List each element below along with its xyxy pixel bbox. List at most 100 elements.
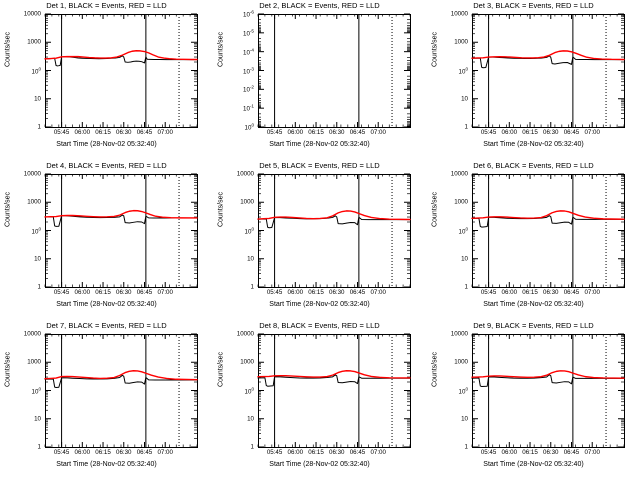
x-tick-label: 06:00 [501, 449, 518, 456]
plot-area [0, 160, 213, 320]
series-line-lld [471, 370, 625, 379]
y-tick-label: 1000 [27, 38, 41, 46]
x-tick-labels: 05:45 06:00 06:15 06:30 06:45 07:00 [427, 289, 640, 299]
x-tick-label: 06:30 [116, 289, 132, 296]
y-tick-label: 10 [461, 415, 468, 423]
plot-frame [258, 334, 411, 448]
y-tick-label: 10 [34, 415, 41, 423]
series-line-events [257, 374, 411, 387]
x-tick-label: 06:45 [563, 289, 580, 296]
plot-panel-det7: Det 7, BLACK = Events, RED = LLD Counts/s… [0, 320, 213, 480]
x-tick-label: 05:45 [480, 449, 497, 456]
x-tick-label: 05:45 [53, 449, 70, 456]
x-tick-label: 06:45 [136, 449, 153, 456]
x-tick-label: 06:00 [287, 289, 304, 296]
x-tick-label: 06:00 [74, 129, 91, 136]
x-axis-title: Start Time (28-Nov-02 05:32:40) [56, 141, 157, 148]
panel-title: Det 6, BLACK = Events, RED = LLD [473, 161, 594, 170]
y-tick-label: 1 [250, 283, 254, 291]
y-tick-label: 100 [31, 385, 41, 396]
x-tick-label: 06:15 [308, 449, 324, 456]
x-tick-labels: 05:45 06:00 06:15 06:30 06:45 07:00 [0, 289, 213, 299]
y-tick-label: 10 [34, 255, 41, 263]
y-tick-label: 10 [461, 255, 468, 263]
y-tick-label: 100 [458, 65, 468, 76]
x-tick-label: 05:45 [53, 129, 70, 136]
x-axis-title: Start Time (28-Nov-02 05:32:40) [269, 301, 370, 308]
series-line-lld [257, 370, 411, 379]
x-tick-label: 05:45 [480, 129, 497, 136]
series-line-lld [257, 210, 411, 221]
y-tick-label: 1 [464, 283, 468, 291]
series-line-lld [44, 370, 198, 381]
x-tick-label: 06:45 [136, 129, 153, 136]
plot-area [213, 0, 426, 160]
y-tick-labels: 10000 1000 100 10 1 [427, 160, 471, 320]
y-tick-label: 10000 [23, 330, 41, 338]
x-tick-label: 07:00 [157, 289, 173, 296]
plot-area [213, 320, 426, 480]
x-tick-label: 06:45 [349, 289, 366, 296]
y-tick-label: 10-5 [243, 28, 254, 38]
panel-title: Det 8, BLACK = Events, RED = LLD [259, 321, 380, 330]
y-tick-label: 10 [461, 95, 468, 103]
y-tick-label: 100 [244, 385, 254, 396]
x-tick-label: 06:15 [522, 289, 538, 296]
y-tick-label: 10000 [23, 170, 41, 178]
y-tick-label: 1000 [454, 38, 468, 46]
y-tick-label: 1 [250, 443, 254, 451]
y-tick-label: 10000 [236, 330, 254, 338]
x-tick-label: 06:00 [74, 449, 91, 456]
x-tick-label: 06:30 [329, 129, 345, 136]
x-tick-label: 06:00 [287, 129, 304, 136]
panel-title: Det 9, BLACK = Events, RED = LLD [473, 321, 594, 330]
x-tick-label: 07:00 [584, 449, 600, 456]
series-line-events [44, 214, 198, 227]
y-tick-label: 10-3 [243, 65, 254, 76]
y-tick-label: 1 [37, 443, 41, 451]
y-tick-label: 1 [37, 123, 41, 131]
plot-area [0, 320, 213, 480]
x-tick-label: 06:00 [74, 289, 91, 296]
x-tick-label: 05:45 [480, 289, 497, 296]
y-tick-label: 1000 [27, 198, 41, 206]
plot-panel-det2: Det 2, BLACK = Events, RED = LLD Counts/s… [213, 0, 426, 160]
x-tick-label: 06:45 [349, 449, 366, 456]
y-tick-label: 1000 [240, 198, 254, 206]
x-axis-title: Start Time (28-Nov-02 05:32:40) [56, 461, 157, 468]
series-line-events [44, 374, 198, 388]
y-tick-label: 1000 [454, 198, 468, 206]
y-tick-label: 100 [458, 385, 468, 396]
panel-title: Det 7, BLACK = Events, RED = LLD [46, 321, 167, 330]
x-tick-label: 06:15 [522, 449, 538, 456]
x-tick-label: 07:00 [584, 129, 600, 136]
x-tick-labels: 05:45 06:00 06:15 06:30 06:45 07:00 [213, 129, 426, 139]
plot-panel-det5: Det 5, BLACK = Events, RED = LLD Counts/s… [213, 160, 426, 320]
plot-area [427, 320, 640, 480]
x-tick-label: 06:15 [308, 129, 324, 136]
panel-title: Det 3, BLACK = Events, RED = LLD [473, 1, 594, 10]
y-tick-labels: 10000 1000 100 10 1 [427, 0, 471, 160]
y-tick-label: 10000 [450, 330, 468, 338]
x-tick-label: 06:00 [287, 449, 304, 456]
x-tick-label: 05:45 [266, 289, 283, 296]
series-line-events [257, 215, 411, 229]
y-tick-label: 10 [247, 415, 254, 423]
x-tick-label: 06:45 [563, 129, 580, 136]
plot-panel-det6: Det 6, BLACK = Events, RED = LLD Counts/s… [427, 160, 640, 320]
series-line-lld [471, 50, 625, 61]
x-tick-label: 06:30 [543, 289, 559, 296]
plot-panel-det4: Det 4, BLACK = Events, RED = LLD Counts/s… [0, 160, 213, 320]
series-line-events [471, 55, 625, 69]
x-tick-labels: 05:45 06:00 06:15 06:30 06:45 07:00 [427, 129, 640, 139]
x-tick-label: 06:15 [95, 129, 111, 136]
x-axis-title: Start Time (28-Nov-02 05:32:40) [56, 301, 157, 308]
y-tick-label: 10000 [236, 170, 254, 178]
plot-area [0, 0, 213, 160]
x-tick-label: 06:45 [563, 449, 580, 456]
y-tick-label: 10-6 [243, 9, 254, 19]
plot-area [427, 160, 640, 320]
x-tick-label: 07:00 [370, 449, 386, 456]
y-tick-label: 10000 [450, 170, 468, 178]
x-tick-label: 06:30 [543, 449, 559, 456]
